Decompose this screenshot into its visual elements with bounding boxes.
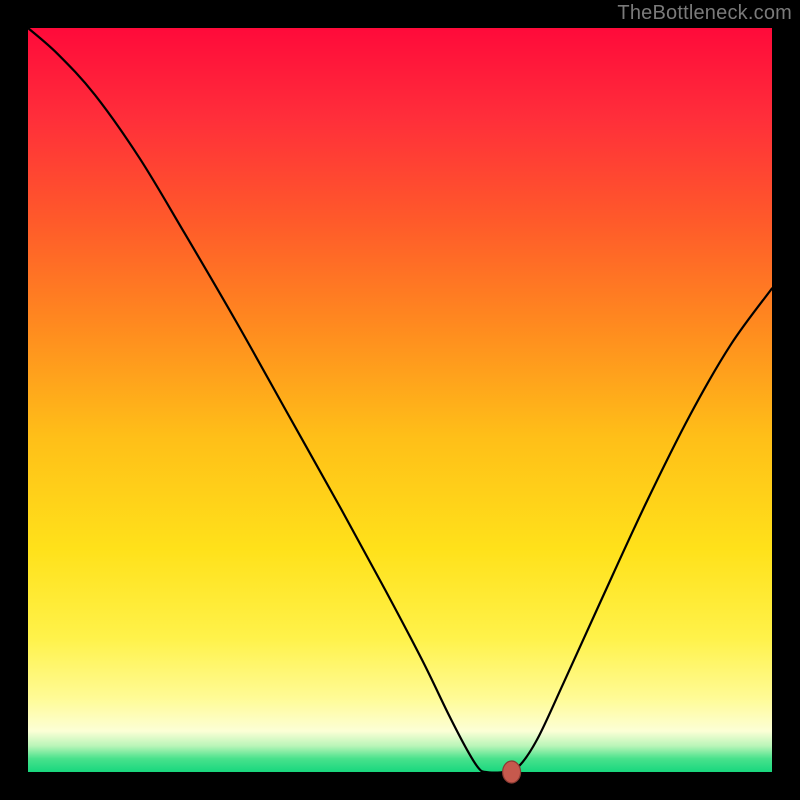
plot-background bbox=[28, 28, 772, 772]
minimum-marker bbox=[503, 761, 521, 783]
plot-svg bbox=[0, 0, 800, 800]
stage: TheBottleneck.com bbox=[0, 0, 800, 800]
watermark-text: TheBottleneck.com bbox=[617, 2, 792, 25]
